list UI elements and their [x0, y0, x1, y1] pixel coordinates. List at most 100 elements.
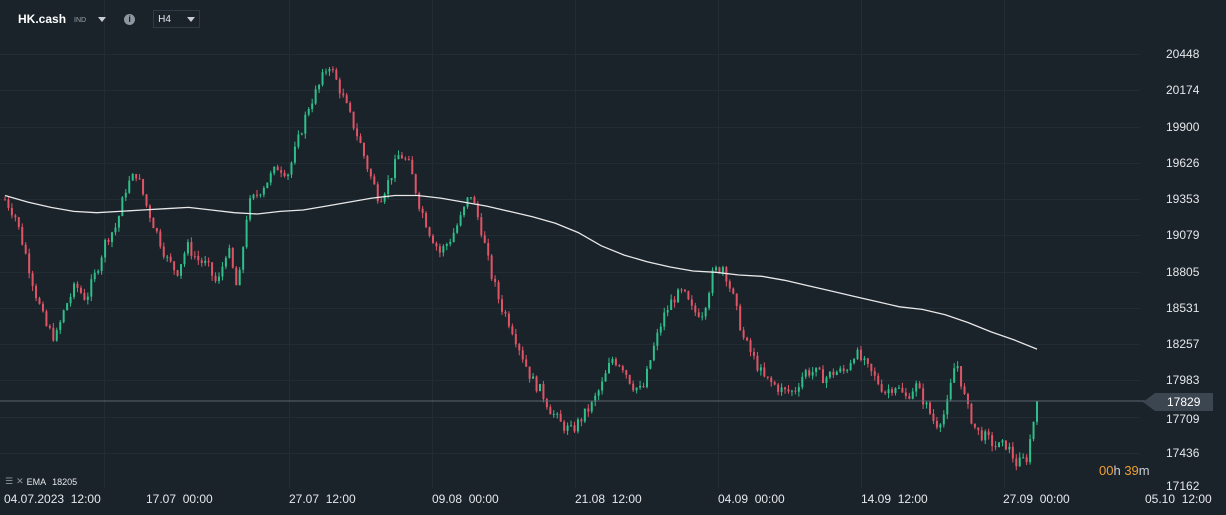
candle-down	[632, 383, 635, 391]
candle-up	[556, 413, 559, 415]
candle-up	[452, 232, 455, 242]
candle-up	[1022, 457, 1025, 459]
candle-down	[497, 282, 500, 300]
y-tick: 17162	[1166, 479, 1200, 493]
timeframe-chevron-down-icon	[186, 16, 195, 22]
candle-up	[383, 193, 386, 202]
candle-down	[24, 244, 27, 254]
candle-down	[773, 382, 776, 385]
x-tick: 27.07 12:00	[289, 492, 356, 506]
candle-down	[480, 217, 483, 236]
candle-up	[576, 419, 579, 432]
candle-down	[525, 359, 528, 367]
candle-down	[411, 159, 414, 175]
candle-down	[435, 243, 438, 247]
candle-up	[456, 225, 459, 233]
countdown-hours: 00	[1099, 463, 1114, 478]
candle-up	[797, 387, 800, 392]
symbol-dropdown-chevron-icon[interactable]	[98, 16, 107, 22]
symbol-name[interactable]: HK.cash	[18, 12, 67, 26]
timeframe-select[interactable]: H4	[153, 10, 200, 28]
y-tick: 19353	[1166, 192, 1200, 206]
candle-up	[853, 359, 856, 364]
candle-down	[421, 208, 424, 214]
candle-down	[514, 334, 517, 345]
candle-down	[614, 359, 617, 366]
candle-down	[31, 273, 34, 286]
candle-down	[980, 430, 983, 441]
candle-up	[114, 227, 117, 233]
candle-up	[594, 395, 597, 402]
candle-down	[145, 194, 148, 206]
close-icon[interactable]: ✕	[16, 476, 24, 486]
candle-down	[728, 281, 731, 289]
candle-up	[314, 89, 317, 104]
candle-up	[939, 424, 942, 428]
candle-up	[318, 84, 321, 90]
candle-up	[566, 425, 569, 431]
candle-up	[846, 370, 849, 372]
candle-down	[625, 370, 628, 375]
candle-up	[469, 197, 472, 199]
x-tick: 21.08 12:00	[575, 492, 642, 506]
candle-up	[984, 431, 987, 441]
current-price-label: 17829	[1167, 395, 1201, 409]
candle-down	[369, 169, 372, 177]
candle-up	[304, 114, 307, 134]
candle-down	[7, 199, 10, 208]
candle-up	[459, 215, 462, 226]
candle-down	[487, 242, 490, 256]
candle-up	[701, 316, 704, 318]
candle-up	[293, 146, 296, 163]
candle-down	[642, 385, 645, 388]
candle-up	[131, 174, 134, 181]
y-tick: 17436	[1166, 446, 1200, 460]
candle-up	[128, 180, 131, 193]
candle-down	[200, 260, 203, 264]
candle-down	[683, 289, 686, 292]
candle-up	[715, 267, 718, 271]
candle-down	[960, 366, 963, 387]
candle-up	[583, 408, 586, 422]
candle-up	[221, 266, 224, 277]
candle-down	[476, 203, 479, 218]
candle-up	[387, 180, 390, 194]
candle-down	[777, 384, 780, 392]
candle-up	[183, 253, 186, 265]
candle-down	[338, 79, 341, 94]
candle-down	[746, 337, 749, 341]
candle-down	[808, 370, 811, 376]
legend-indicator-value: 18205	[52, 476, 78, 487]
candle-up	[328, 69, 331, 72]
y-tick: 20174	[1166, 83, 1200, 97]
candle-down	[152, 217, 155, 229]
candle-down	[749, 340, 752, 353]
candle-up	[62, 310, 65, 323]
candle-up	[269, 173, 272, 183]
candle-up	[538, 383, 541, 392]
list-icon[interactable]: ☰	[5, 476, 14, 486]
candle-up	[204, 260, 207, 264]
candle-up	[711, 270, 714, 294]
candle-up	[73, 283, 76, 297]
candle-down	[884, 391, 887, 394]
candle-down	[438, 246, 441, 253]
candle-down	[987, 431, 990, 436]
candle-down	[535, 376, 538, 392]
candle-up	[608, 362, 611, 374]
candle-down	[349, 102, 352, 112]
candle-up	[759, 367, 762, 371]
candle-up	[121, 197, 124, 217]
candle-up	[801, 376, 804, 388]
candle-down	[563, 421, 566, 431]
candle-down	[822, 369, 825, 384]
info-icon[interactable]: i	[124, 13, 136, 25]
candle-down	[963, 386, 966, 394]
candle-down	[832, 371, 835, 376]
candle-down	[770, 377, 773, 383]
candle-down	[870, 363, 873, 372]
candle-down	[973, 423, 976, 428]
candle-down	[335, 69, 338, 80]
candle-up	[849, 363, 852, 371]
